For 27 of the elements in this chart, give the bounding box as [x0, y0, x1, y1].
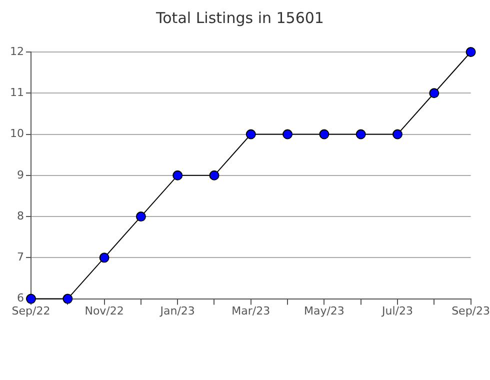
point — [246, 129, 256, 140]
point — [466, 47, 476, 57]
point — [282, 129, 293, 140]
y-tick-label: 6 — [16, 292, 24, 305]
point — [209, 170, 220, 180]
y-tick-label: 9 — [16, 168, 24, 182]
point — [172, 170, 183, 180]
y-tick-label: 8 — [16, 209, 24, 222]
x-tick-label: Sep/22 — [12, 304, 50, 318]
x-tick-label: May/23 — [304, 304, 344, 318]
point — [62, 294, 73, 304]
point — [356, 129, 366, 140]
point — [99, 252, 110, 263]
y-tick-label: 11 — [10, 86, 24, 99]
y-tick-label: 12 — [10, 44, 24, 58]
point — [392, 129, 402, 140]
point — [429, 88, 440, 98]
point — [319, 129, 330, 140]
point — [136, 212, 146, 222]
x-tick-label: Jan/23 — [159, 304, 195, 318]
y-tick-label: 10 — [10, 127, 24, 140]
x-tick-label: Jul/23 — [380, 304, 413, 318]
x-tick-label: Sep/23 — [452, 304, 490, 318]
x-tick-label: Mar/23 — [232, 304, 270, 318]
x-tick-label: Nov/22 — [84, 304, 124, 318]
chart-title: Total Listings in 15601 — [155, 8, 324, 27]
y-tick-label: 7 — [16, 250, 24, 264]
